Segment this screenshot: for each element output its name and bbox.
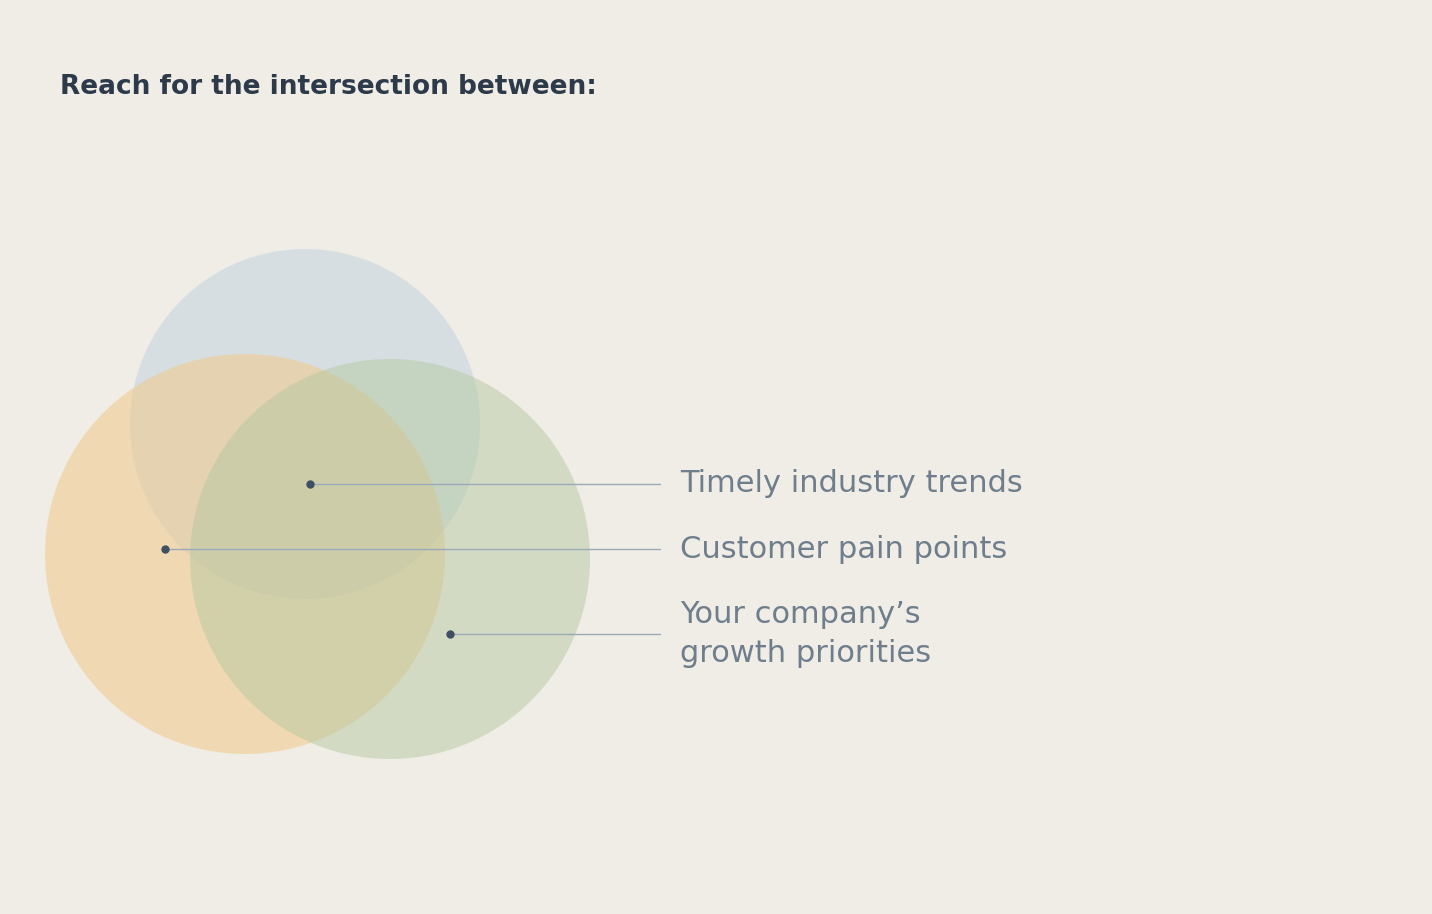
Ellipse shape [130,249,480,599]
Text: Your company’s
growth priorities: Your company’s growth priorities [680,600,931,667]
Text: Customer pain points: Customer pain points [680,535,1007,564]
Text: Reach for the intersection between:: Reach for the intersection between: [60,74,597,100]
Ellipse shape [44,354,445,754]
Ellipse shape [190,359,590,759]
Text: Timely industry trends: Timely industry trends [680,470,1022,498]
